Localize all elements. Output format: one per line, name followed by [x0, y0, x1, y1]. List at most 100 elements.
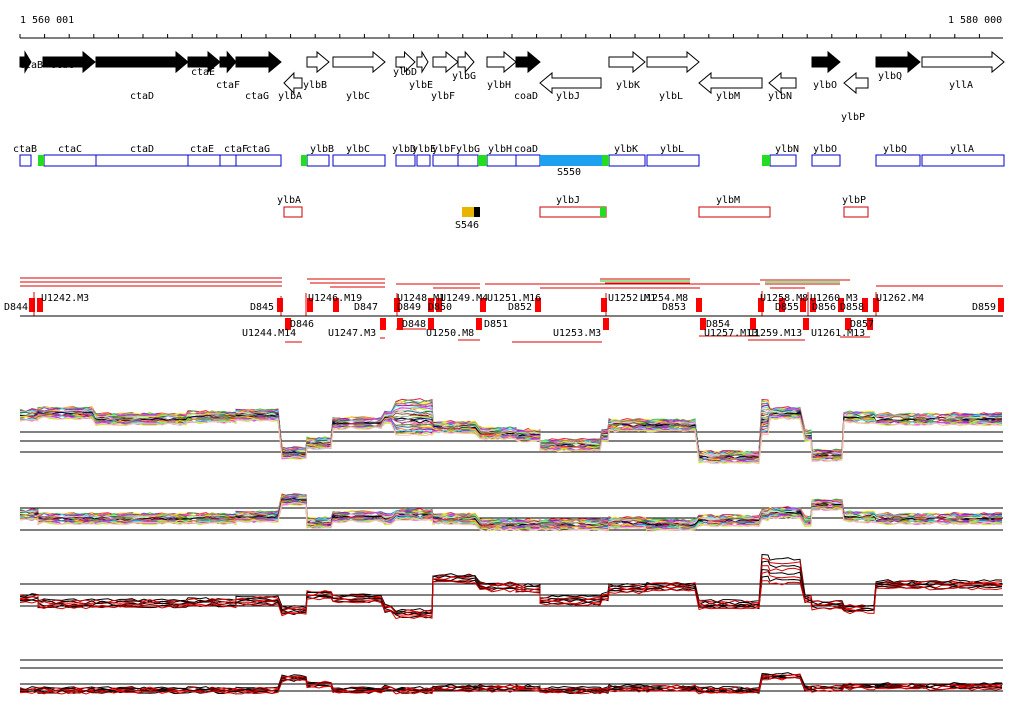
plus-box-label-ylbD: ylbD: [392, 144, 416, 155]
gene-label-coaD: coaD: [514, 91, 538, 102]
gene-arrow-ctaF: [219, 50, 237, 74]
gene-label-ylbO: ylbO: [813, 80, 837, 91]
tu-label-upper: U1252.M1: [608, 293, 656, 304]
expression-panel-3: [19, 553, 1003, 620]
plus-box-label-ctaF: ctaF: [224, 144, 248, 155]
ruler-start-label: 1 560 001: [20, 15, 74, 26]
gene-arrow-ctaD: [95, 50, 189, 74]
gene-arrow-ylbB: [306, 50, 330, 74]
minus-box-label-ylbA: ylbA: [277, 195, 301, 206]
gene-arrow-ylbL: [646, 50, 700, 74]
tu-label-upper: D852: [508, 302, 532, 313]
tu-label-lower: U1253.M3: [553, 328, 601, 339]
gene-arrow-ylbN: [768, 71, 797, 95]
gene-label-ctaF: ctaF: [216, 80, 240, 91]
plus-box-ylbL: [646, 154, 700, 167]
gene-arrow-ctaE: [187, 50, 221, 74]
segment-s550: [540, 155, 602, 166]
plus-box-label-ctaC: ctaC: [58, 144, 82, 155]
gene-arrow-ylbQ: [875, 50, 921, 74]
plus-box-label-coaD: coaD: [514, 144, 538, 155]
plus-box-label-ylbH: ylbH: [488, 144, 512, 155]
gene-label-ylbF: ylbF: [431, 91, 455, 102]
gene-label-ylbE: ylbE: [409, 80, 433, 91]
marker-green: [301, 155, 307, 166]
plus-box-label-ctaD: ctaD: [130, 144, 154, 155]
tu-label-upper: U1246.M19: [308, 293, 362, 304]
gene-label-ylbH: ylbH: [487, 80, 511, 91]
plus-box-ctaE: [187, 154, 221, 167]
plus-box-ylbQ: [875, 154, 921, 167]
plus-box-ylbD: [395, 154, 416, 167]
tu-label-upper: D853: [662, 302, 686, 313]
tu-label-lower: U1250.M8: [426, 328, 474, 339]
minus-box-ylbA: [283, 206, 303, 218]
gene-arrow-ylbG: [457, 50, 475, 74]
gene-label-ylbK: ylbK: [616, 80, 640, 91]
tu-label-upper: D844: [4, 302, 28, 313]
gene-label-ctaD: ctaD: [130, 91, 154, 102]
tu-label-upper: U1260.M3: [810, 293, 858, 304]
gene-arrow-ylbC: [332, 50, 386, 74]
gene-label-ylbD: ylbD: [393, 67, 417, 78]
plus-box-ylbN: [769, 154, 797, 167]
gene-label-ylbP: ylbP: [841, 112, 865, 123]
gene-label-ylbC: ylbC: [346, 91, 370, 102]
transcription-unit-labels: D844 U1242.M3 D845 U1246.M19 U1248.M1U1249.M…: [4, 293, 996, 339]
gene-arrow-ylbF: [432, 50, 459, 74]
minus-box-label-ylbP: ylbP: [842, 195, 866, 206]
tu-label-upper: D856: [812, 302, 836, 313]
tu-label-lower: D846: [290, 319, 314, 330]
gene-arrow-coaD: [515, 50, 541, 74]
plus-box-label-ylbQ: ylbQ: [883, 144, 907, 155]
gene-label-ylbA: ylbA: [278, 91, 302, 102]
plus-box-label-ctaE: ctaE: [190, 144, 214, 155]
minus-box-ylbP: [843, 206, 869, 218]
tu-label-lower: D851: [484, 319, 508, 330]
tu-label-upper: U1248.M1: [397, 293, 445, 304]
tu-label-lower: D848: [402, 319, 426, 330]
gene-arrow-ylbH: [486, 50, 517, 74]
marker-green: [602, 155, 609, 166]
tu-label-upper: U1258.M8: [760, 293, 808, 304]
plus-box-label-ctaB: ctaB: [13, 144, 37, 155]
gene-arrow-ylbA: [283, 71, 303, 95]
gene-arrow-ylbM: [698, 71, 763, 95]
marker-green: [600, 207, 606, 217]
tu-label-upper: D850: [428, 302, 452, 313]
annotation-minus-track: S546 ylbA ylbJ ylbM ylbP: [277, 195, 869, 231]
gene-label-ylbN: ylbN: [768, 91, 792, 102]
plus-box-label-ylbF: ylbF: [432, 144, 456, 155]
tu-label-upper: U1254.M8: [640, 293, 688, 304]
expression-panel-2: [19, 493, 1003, 532]
gene-arrow-ctaB: [19, 50, 32, 74]
gene-arrow-ctaC: [42, 50, 96, 74]
marker-green: [478, 155, 487, 166]
tu-label-lower: D854: [706, 319, 730, 330]
minus-box-ylbM: [698, 206, 771, 218]
plus-box-label-ylbN: ylbN: [775, 144, 799, 155]
gene-label-yllA: yllA: [949, 80, 973, 91]
marker-green: [762, 155, 770, 166]
plus-box-label-yllA: yllA: [950, 144, 974, 155]
tu-label-upper: U1242.M3: [41, 293, 89, 304]
tu-label-upper: D855: [775, 302, 799, 313]
plus-box-ctaF: [219, 154, 237, 167]
gene-arrow-ylbJ: [539, 71, 602, 95]
minus-box-ylbJ: [539, 206, 607, 218]
plus-box-ctaC: [43, 154, 97, 167]
gene-arrow-yllA: [921, 50, 1005, 74]
tu-label-upper: U1251.M16: [487, 293, 541, 304]
plus-box-label-ylbG: ylbG: [456, 144, 480, 155]
plus-box-yllA: [921, 154, 1005, 167]
expression-panel-1: [19, 398, 1003, 465]
tu-label-lower: U1261.M13: [811, 328, 865, 339]
gene-label-ylbL: ylbL: [659, 91, 683, 102]
ruler-end-label: 1 580 000: [948, 15, 1002, 26]
plus-box-ylbF: [432, 154, 459, 167]
tu-label-lower: U1257.M13: [704, 328, 758, 339]
plus-box-ylbE: [416, 154, 431, 167]
segment-label-s550: S550: [557, 167, 581, 178]
plus-box-ctaB: [19, 154, 32, 167]
